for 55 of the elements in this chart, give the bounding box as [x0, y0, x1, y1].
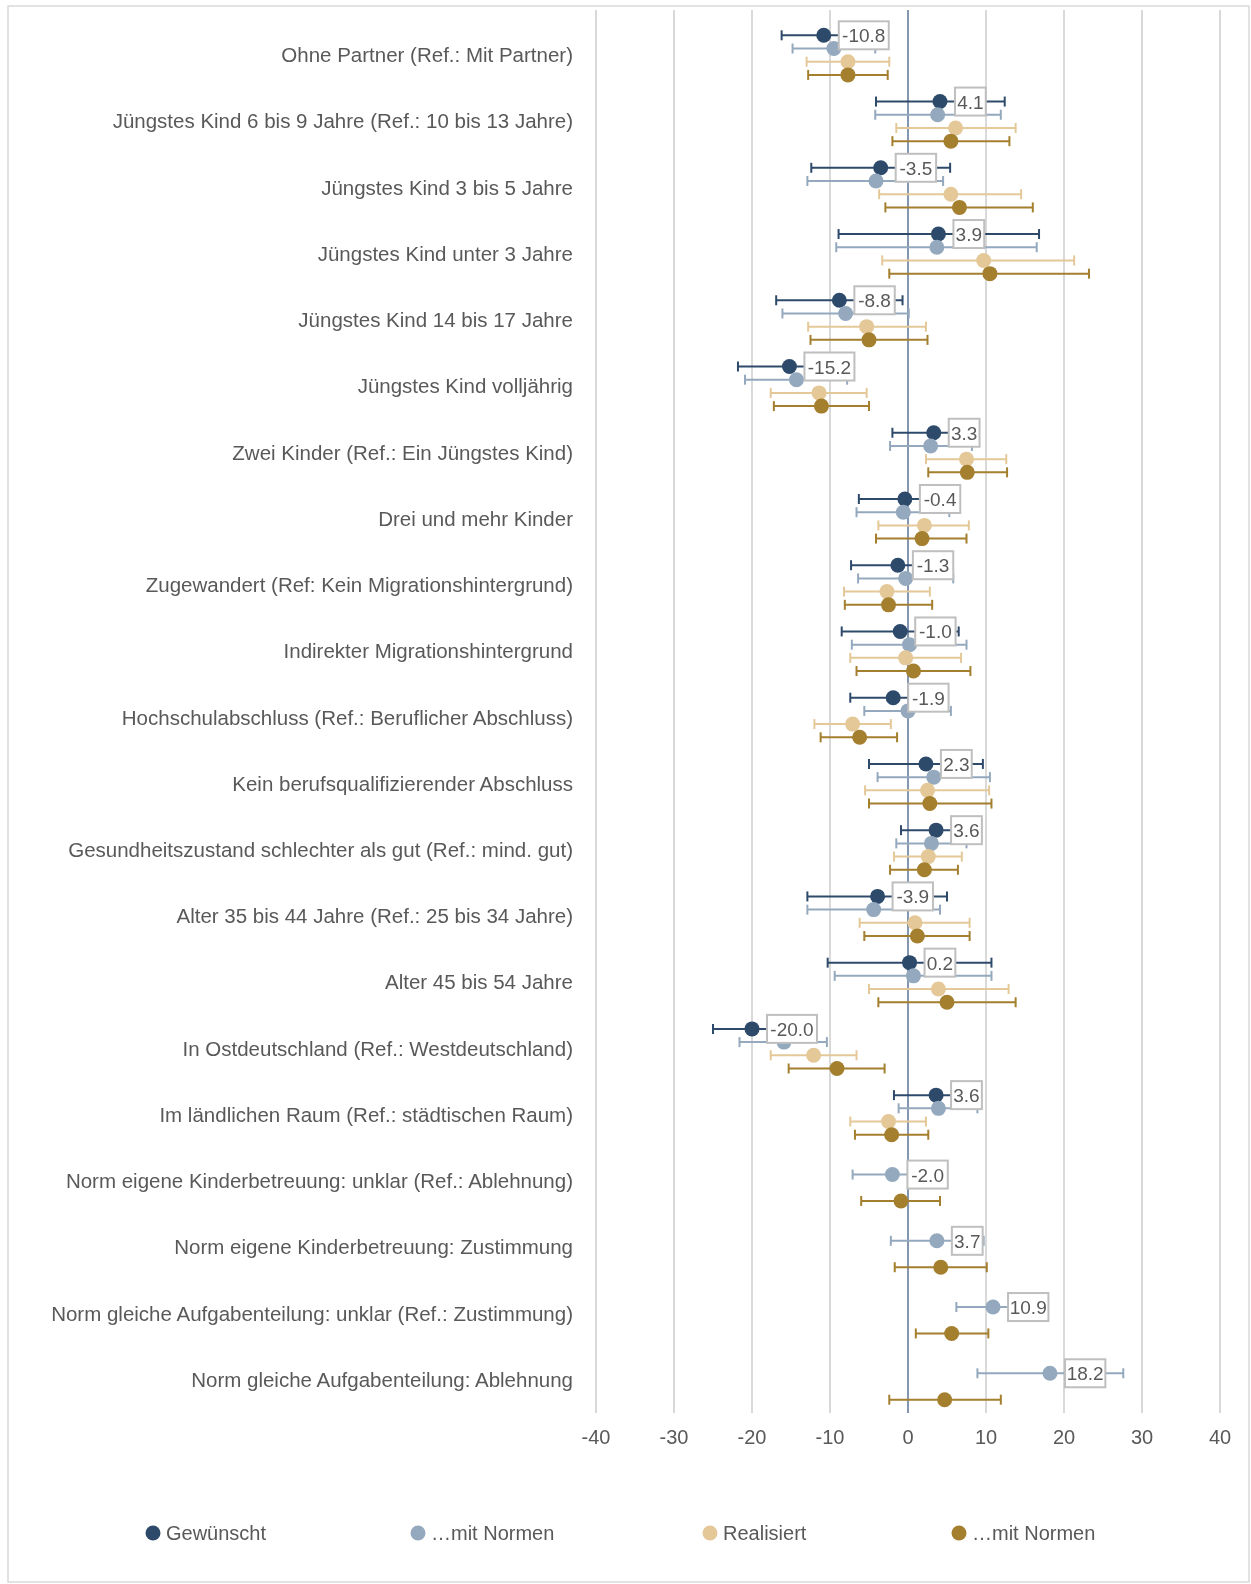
y-tick-label: Im ländlichen Raum (Ref.: städtischen Raum): [159, 1102, 573, 1126]
y-tick-label: Jüngstes Kind unter 3 Jahre: [317, 241, 573, 265]
data-label: 0.2: [926, 952, 954, 974]
y-tick-label: Jüngstes Kind 6 bis 9 Jahre (Ref.: 10 bis 13 Jahre): [112, 109, 573, 133]
y-tick-label: Hochschulabschluss (Ref.: Beruflicher Abschluss): [121, 705, 573, 729]
data-label: -20.0: [770, 1018, 814, 1040]
legend-label: Realisiert: [723, 1522, 807, 1544]
y-tick-label: Kein berufsqualifizierender Abschluss: [232, 771, 573, 795]
y-tick-label: Alter 35 bis 44 Jahre (Ref.: 25 bis 34 Jahre): [176, 904, 573, 928]
y-tick-label: Zugewandert (Ref: Kein Migrationshintergrund): [145, 573, 573, 597]
x-tick-label: -20: [737, 1426, 767, 1448]
x-tick-label: 40: [1208, 1426, 1232, 1448]
data-label: -3.5: [899, 157, 933, 179]
data-label: 3.3: [950, 422, 978, 444]
legend-label: Gewünscht: [166, 1522, 267, 1544]
x-tick-label: -10: [815, 1426, 845, 1448]
y-tick-label: Jüngstes Kind 14 bis 17 Jahre: [298, 308, 573, 332]
data-label: 2.3: [943, 753, 970, 775]
data-label: 4.1: [957, 91, 984, 113]
data-label: -1.0: [919, 621, 952, 643]
y-tick-label: Alter 45 bis 54 Jahre: [384, 970, 573, 994]
data-label: 3.9: [955, 224, 983, 246]
y-tick-label: Norm eigene Kinderbetreuung: Zustimmung: [174, 1235, 573, 1259]
y-tick-label: Norm gleiche Aufgabenteilung: Ablehnung: [191, 1367, 573, 1391]
x-tick-label: 20: [1052, 1426, 1076, 1448]
y-tick-label: Norm eigene Kinderbetreuung: unklar (Ref.: Ablehnung): [65, 1169, 573, 1193]
x-tick-label: -30: [659, 1426, 689, 1448]
y-tick-label: Jüngstes Kind volljährig: [357, 374, 573, 398]
data-label: 3.7: [954, 1230, 981, 1252]
legend-label: …mit Normen: [972, 1522, 1096, 1544]
y-tick-label: Norm gleiche Aufgabenteilung: unklar (Ref.: Zustimmung): [51, 1301, 573, 1325]
data-label: -0.4: [923, 488, 957, 510]
data-label: -3.9: [896, 886, 930, 908]
data-label: -8.8: [858, 290, 891, 312]
data-label: 3.6: [953, 1085, 980, 1107]
x-tick-label: 10: [974, 1426, 998, 1448]
x-tick-label: 30: [1130, 1426, 1154, 1448]
y-tick-label: Jüngstes Kind 3 bis 5 Jahre: [321, 175, 573, 199]
x-tick-label: 0: [902, 1426, 914, 1448]
legend-label: …mit Normen: [431, 1522, 555, 1544]
y-tick-label: Ohne Partner (Ref.: Mit Partner): [281, 43, 573, 67]
x-tick-label: -40: [581, 1426, 611, 1448]
y-tick-label: In Ostdeutschland (Ref.: Westdeutschland): [182, 1036, 573, 1060]
data-label: -15.2: [807, 356, 852, 378]
data-label: -1.9: [912, 687, 945, 709]
y-tick-label: Zwei Kinder (Ref.: Ein Jüngstes Kind): [232, 440, 573, 464]
data-label: 18.2: [1066, 1363, 1104, 1385]
data-label: -10.8: [842, 25, 886, 47]
data-label: -2.0: [911, 1164, 944, 1186]
data-label: 10.9: [1009, 1297, 1047, 1319]
y-tick-label: Drei und mehr Kinder: [378, 506, 574, 530]
y-tick-label: Gesundheitszustand schlechter als gut (Ref.: mind. gut): [68, 837, 573, 861]
y-tick-label: Indirekter Migrationshintergrund: [283, 639, 573, 663]
data-label: -1.3: [916, 555, 950, 577]
data-label: 3.6: [953, 820, 980, 842]
